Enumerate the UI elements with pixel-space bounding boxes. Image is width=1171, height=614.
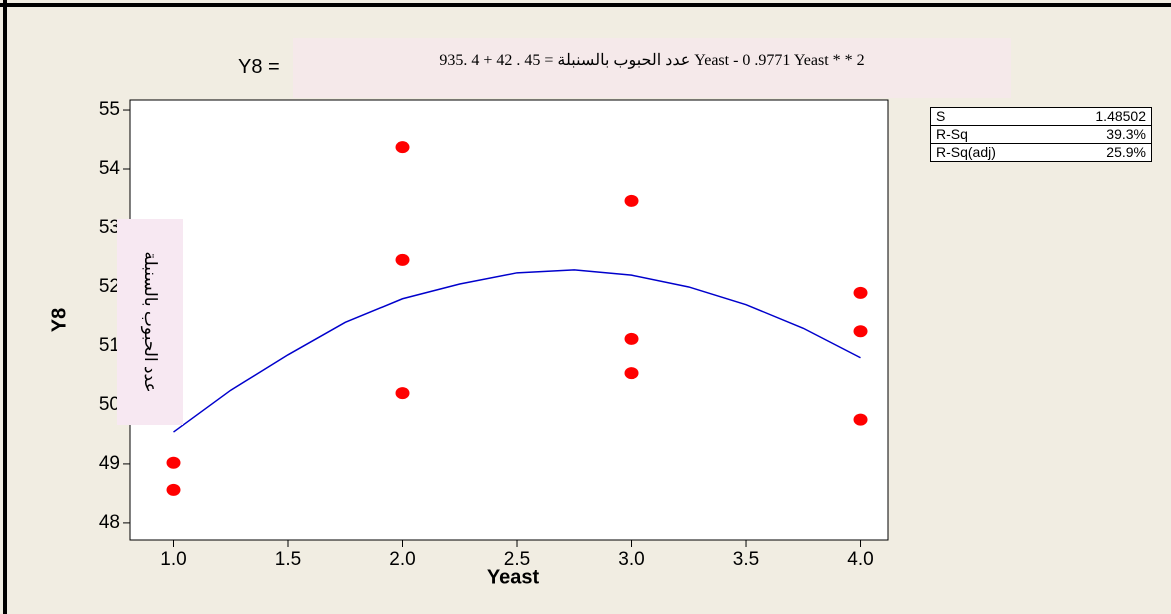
x-tick-label: 4.0 <box>847 549 873 570</box>
point <box>853 325 868 338</box>
point <box>853 286 868 299</box>
y-annotation: عدد الحبوب بالسنبلة <box>141 251 160 393</box>
y-tick-label: 52 <box>99 276 120 297</box>
stats-value: 1.48502 <box>1095 108 1146 124</box>
point <box>624 194 639 207</box>
stats-row: R-Sq 39.3% <box>931 125 1151 143</box>
equation-lhs: Y8 = <box>238 56 280 78</box>
point <box>395 253 410 266</box>
x-tick-label: 1.5 <box>275 549 301 570</box>
point <box>166 483 181 496</box>
y-tick-label: 51 <box>99 335 120 356</box>
point <box>853 413 868 426</box>
equation: عدد الحبوب بالسنبلة = 45 . 42 + 4 .935 Y… <box>293 38 1011 98</box>
point <box>166 456 181 469</box>
stats-value: 25.9% <box>1106 144 1146 160</box>
stats-label: R-Sq <box>936 126 968 142</box>
stats-row: S 1.48502 <box>931 108 1151 125</box>
point <box>624 367 639 380</box>
x-tick-label: 2.5 <box>504 549 530 570</box>
stats-label: S <box>936 108 946 124</box>
y-tick-label: 54 <box>99 158 121 179</box>
point <box>395 387 410 400</box>
x-tick-label: 2.0 <box>389 549 415 570</box>
y-tick-label: 50 <box>99 394 120 415</box>
x-tick-label: 3.5 <box>733 549 759 570</box>
x-axis-label: Yeast <box>487 566 540 588</box>
point <box>624 332 639 345</box>
fit-line <box>173 269 861 433</box>
stats-box: S 1.48502 R-Sq 39.3% R-Sq(adj) 25.9% <box>930 107 1152 162</box>
y-axis-label: Y8 <box>48 308 70 332</box>
stats-row: R-Sq(adj) 25.9% <box>931 143 1151 161</box>
stats-value: 39.3% <box>1106 126 1146 142</box>
y-tick-label: 48 <box>99 512 120 533</box>
y-tick-label: 53 <box>99 217 120 238</box>
plot-area <box>129 99 889 541</box>
point <box>395 141 410 154</box>
stats-label: R-Sq(adj) <box>936 144 996 160</box>
y-tick-label: 49 <box>99 453 120 474</box>
y-tick-label: 55 <box>99 99 120 120</box>
x-tick-label: 3.0 <box>618 549 644 570</box>
x-tick-label: 1.0 <box>160 549 186 570</box>
y-annotation-box: عدد الحبوب بالسنبلة <box>117 219 183 425</box>
